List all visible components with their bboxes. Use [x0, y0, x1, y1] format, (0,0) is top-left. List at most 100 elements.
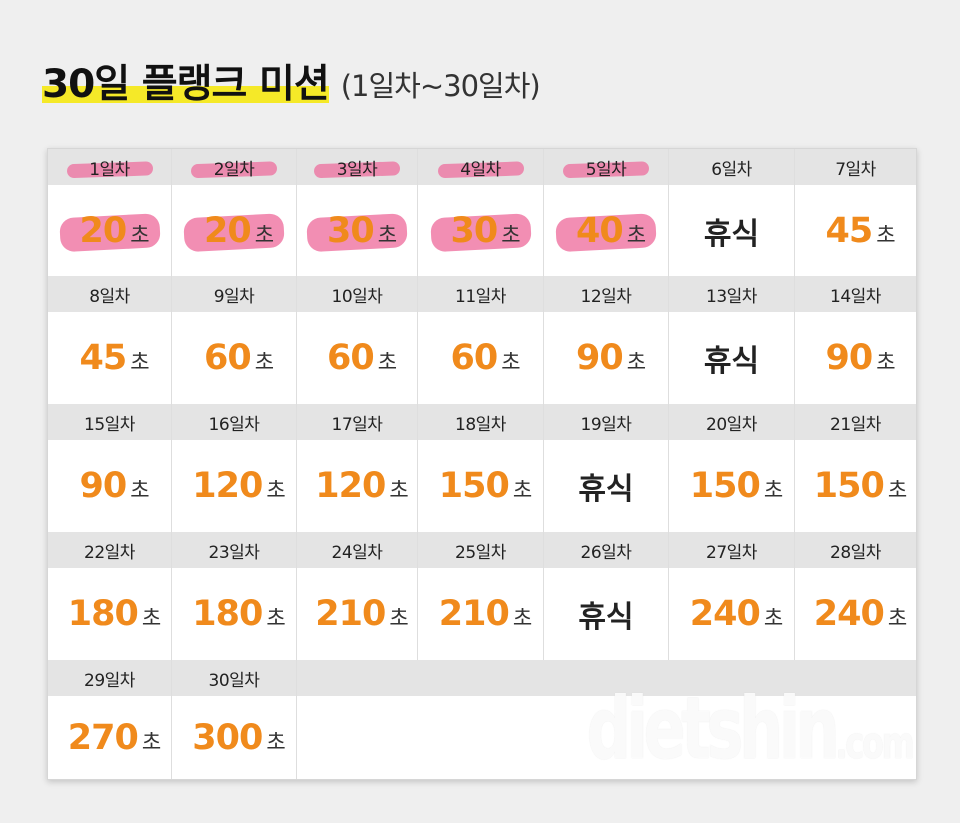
day-label: 6일차: [711, 159, 752, 180]
duration-seconds: 210: [315, 594, 386, 634]
duration: 240 초: [814, 594, 907, 634]
day-label: 21일차: [830, 414, 881, 435]
duration: 30 초: [327, 211, 397, 251]
duration: 300 초: [192, 718, 285, 758]
day-cell: 8일차 45 초: [48, 276, 172, 404]
day-label: 1일차: [89, 159, 130, 180]
duration-seconds: 30: [326, 210, 375, 251]
duration-unit: 초: [141, 729, 162, 754]
empty-header: [544, 660, 669, 696]
day-cell: 30일차 300 초: [172, 660, 297, 779]
day-header: 14일차: [795, 276, 916, 312]
duration-seconds: 300: [192, 717, 263, 758]
duration: 40 초: [576, 211, 646, 251]
title-area: 30일 플랭크 미션 (1일차~30일차): [42, 44, 541, 107]
day-body: 휴식: [669, 185, 794, 276]
day-label: 14일차: [830, 286, 881, 307]
duration-unit: 초: [389, 606, 409, 630]
duration: 120 초: [192, 466, 285, 506]
duration-seconds: 90: [825, 338, 873, 378]
day-cell: 19일차 휴식: [544, 404, 669, 532]
day-body: 150 초: [418, 440, 543, 532]
day-header: 19일차: [544, 404, 668, 440]
duration-seconds: 90: [575, 338, 624, 378]
day-cell: 1일차 20 초: [48, 149, 172, 276]
empty-cell: [297, 660, 418, 779]
day-cell: 27일차 240 초: [669, 532, 795, 660]
day-header: 15일차: [48, 404, 171, 440]
duration: 45 초: [79, 338, 149, 378]
day-header: 2일차: [172, 149, 296, 185]
day-header: 27일차: [669, 532, 794, 568]
day-cell: 20일차 150 초: [669, 404, 795, 532]
day-cell: 18일차 150 초: [418, 404, 544, 532]
duration: 20 초: [79, 211, 149, 251]
day-body: 휴식: [544, 568, 668, 660]
day-header: 13일차: [669, 276, 794, 312]
day-cell: 11일차 60 초: [418, 276, 544, 404]
day-body: 240 초: [669, 568, 794, 660]
day-label: 27일차: [706, 542, 757, 563]
duration-seconds: 40: [575, 210, 624, 251]
duration-unit: 초: [512, 478, 533, 502]
duration: 60 초: [204, 338, 274, 378]
duration-unit: 초: [377, 222, 398, 247]
duration: 60 초: [450, 338, 520, 378]
day-cell: 16일차 120 초: [172, 404, 297, 532]
day-cell: 4일차 30 초: [418, 149, 544, 276]
duration: 150 초: [439, 466, 532, 506]
day-label: 4일차: [460, 159, 501, 180]
day-label: 12일차: [580, 286, 632, 307]
day-header: 23일차: [172, 532, 296, 568]
duration-unit: 초: [763, 606, 784, 630]
day-header: 4일차: [418, 149, 543, 185]
duration-seconds: 270: [67, 717, 139, 758]
day-body: 30 초: [297, 185, 417, 276]
day-cell: 26일차 휴식: [544, 532, 669, 660]
duration-unit: 초: [266, 606, 286, 630]
duration-seconds: 90: [79, 466, 127, 506]
day-cell: 14일차 90 초: [795, 276, 916, 404]
empty-header: [418, 660, 544, 696]
day-header: 1일차: [48, 149, 171, 185]
day-cell: 17일차 120 초: [297, 404, 418, 532]
rest-day-label: 휴식: [703, 216, 760, 252]
day-header: 18일차: [418, 404, 543, 440]
duration-unit: 초: [887, 606, 908, 630]
duration-unit: 초: [130, 478, 150, 502]
day-body: 60 초: [172, 312, 296, 404]
duration-unit: 초: [876, 350, 896, 374]
duration: 45 초: [825, 211, 895, 251]
duration-seconds: 60: [203, 338, 252, 378]
day-body: 240 초: [795, 568, 916, 660]
day-body: 30 초: [418, 185, 543, 276]
day-header: 3일차: [297, 149, 417, 185]
day-cell: 29일차 270 초: [48, 660, 172, 779]
duration-unit: 초: [141, 606, 162, 630]
day-header: 9일차: [172, 276, 296, 312]
duration-seconds: 120: [192, 466, 263, 506]
day-cell: 3일차 30 초: [297, 149, 418, 276]
day-label: 9일차: [213, 286, 255, 307]
empty-header: [297, 660, 418, 696]
day-cell: 5일차 40 초: [544, 149, 669, 276]
day-header: 29일차: [48, 660, 171, 696]
day-header: 22일차: [48, 532, 171, 568]
day-cell: 12일차 90 초: [544, 276, 669, 404]
day-cell: 28일차 240 초: [795, 532, 916, 660]
day-body: 40 초: [544, 185, 668, 276]
day-header: 24일차: [297, 532, 417, 568]
duration: 30 초: [450, 211, 520, 251]
duration-seconds: 150: [438, 466, 510, 506]
duration: 20 초: [204, 211, 274, 251]
day-label: 29일차: [84, 670, 135, 691]
day-label: 20일차: [706, 414, 757, 435]
duration-unit: 초: [887, 478, 908, 502]
rest-day-label: 휴식: [578, 600, 634, 635]
duration: 210 초: [315, 594, 408, 634]
duration-unit: 초: [254, 350, 275, 374]
day-body: 90 초: [48, 440, 171, 532]
day-label: 17일차: [331, 414, 383, 435]
page-title: 30일 플랭크 미션: [42, 62, 330, 107]
